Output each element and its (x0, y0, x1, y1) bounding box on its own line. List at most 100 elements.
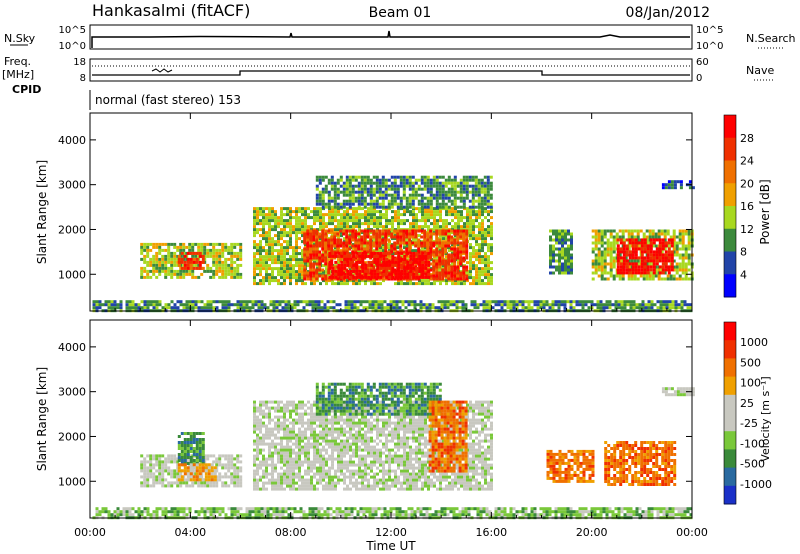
power-cell (680, 300, 684, 304)
power-cell (221, 245, 225, 249)
power-cell (655, 238, 659, 242)
power-cell (176, 245, 180, 249)
power-cell (427, 269, 431, 273)
power-cell (418, 263, 422, 267)
power-cell (485, 303, 489, 307)
power-cell (384, 196, 388, 200)
power-cell (271, 279, 274, 283)
power-cell (327, 268, 331, 272)
power-cell (437, 306, 441, 310)
power-cell (490, 261, 493, 265)
power-cell (453, 253, 457, 257)
power-cell (161, 263, 165, 267)
power-cell (450, 259, 454, 263)
power-cell (262, 237, 265, 241)
power-cell (259, 243, 262, 247)
power-cell (627, 259, 631, 263)
power-cell (597, 259, 601, 263)
power-cell (480, 196, 484, 200)
power-cell (555, 235, 558, 239)
power-cell (152, 260, 156, 264)
power-cell (363, 205, 367, 209)
power-cell (362, 306, 366, 310)
power-cell (253, 261, 256, 265)
power-cell (262, 231, 265, 235)
power-cell (388, 222, 391, 226)
power-cell (450, 229, 454, 233)
power-cell (313, 222, 316, 226)
power-cell (379, 263, 383, 267)
power-cell (659, 303, 663, 307)
power-cell (292, 210, 295, 214)
power-cell (447, 271, 451, 275)
power-cell (233, 303, 237, 307)
power-cell (397, 260, 401, 264)
power-cell (549, 235, 552, 239)
power-cell (370, 231, 373, 235)
power-cell (450, 187, 454, 191)
power-cell (457, 225, 460, 229)
power-cell (424, 275, 428, 279)
power-cell (369, 265, 373, 269)
power-cell (402, 190, 406, 194)
power-cell (396, 205, 400, 209)
power-cell (350, 306, 354, 310)
power-cell (409, 282, 412, 286)
power-cell (283, 207, 286, 211)
power-cell (480, 205, 484, 209)
power-cell (619, 271, 623, 275)
power-cell (609, 265, 613, 269)
power-cell (456, 268, 460, 272)
power-cell (320, 306, 324, 310)
power-cell (444, 190, 448, 194)
power-cell (614, 303, 618, 307)
power-cell (303, 277, 307, 281)
power-cell (654, 274, 658, 278)
power-cell (192, 260, 196, 264)
power-cell (549, 229, 552, 233)
power-cell (363, 178, 367, 182)
velocity-cell (125, 510, 129, 514)
power-cell (317, 300, 321, 304)
power-cell (345, 184, 349, 188)
power-cell (271, 258, 274, 262)
power-cell (674, 306, 678, 310)
power-cell (361, 249, 364, 253)
power-cell (316, 216, 319, 220)
power-cell (635, 303, 639, 307)
power-cell (405, 235, 409, 239)
power-cell (687, 262, 691, 266)
power-cell (444, 259, 448, 263)
power-cell (359, 300, 363, 304)
power-cell (387, 193, 391, 197)
power-cell (558, 268, 561, 272)
power-cell (391, 222, 394, 226)
power-cell (309, 238, 313, 242)
power-cell (552, 244, 555, 248)
power-cell (484, 258, 487, 262)
power-cell (98, 300, 102, 304)
velocity-cell (98, 510, 102, 514)
power-cell (369, 193, 373, 197)
power-cell (619, 238, 623, 242)
power-cell (262, 210, 265, 214)
power-cell (309, 253, 313, 257)
power-cell (443, 303, 447, 307)
power-cell (358, 219, 361, 223)
power-cell (417, 202, 421, 206)
power-cell (661, 186, 665, 190)
power-cell (678, 253, 682, 257)
power-cell (399, 232, 403, 236)
power-cell (630, 232, 634, 236)
power-cell (658, 259, 662, 263)
power-cell (570, 247, 573, 251)
power-cell (451, 219, 454, 223)
power-cell (412, 216, 415, 220)
power-cell (298, 279, 301, 283)
power-cell (429, 202, 433, 206)
power-cell (616, 250, 620, 254)
power-cell (506, 303, 510, 307)
power-cell (363, 235, 367, 239)
power-cell (481, 219, 484, 223)
power-cell (427, 213, 430, 217)
